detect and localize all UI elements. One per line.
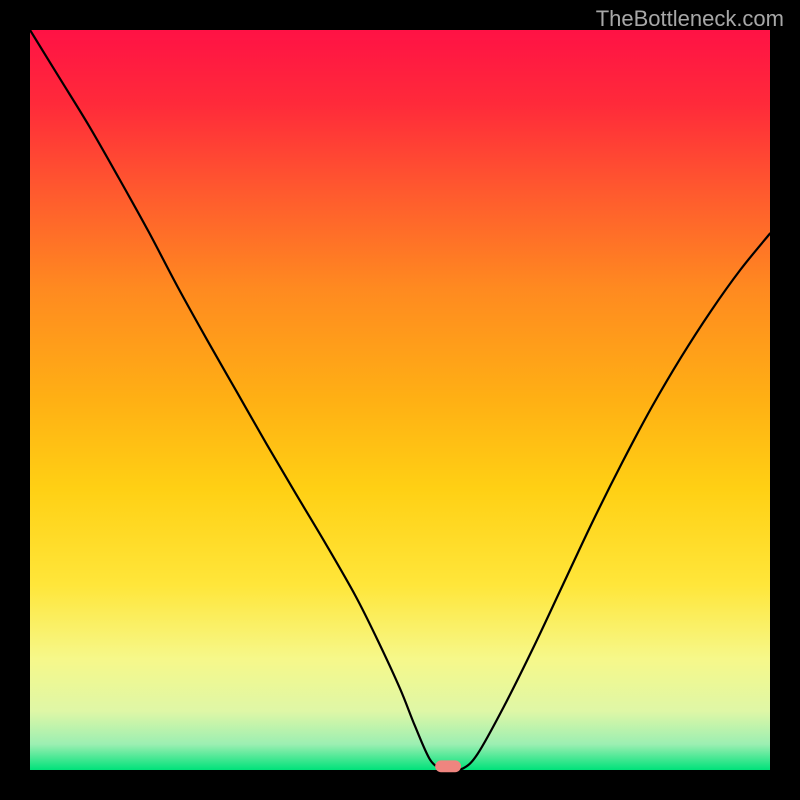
curve-layer [30, 30, 770, 770]
valley-marker [435, 760, 461, 772]
chart-stage: TheBottleneck.com [0, 0, 800, 800]
watermark-text: TheBottleneck.com [596, 6, 784, 32]
bottleneck-curve [30, 30, 770, 770]
plot-area [30, 30, 770, 770]
